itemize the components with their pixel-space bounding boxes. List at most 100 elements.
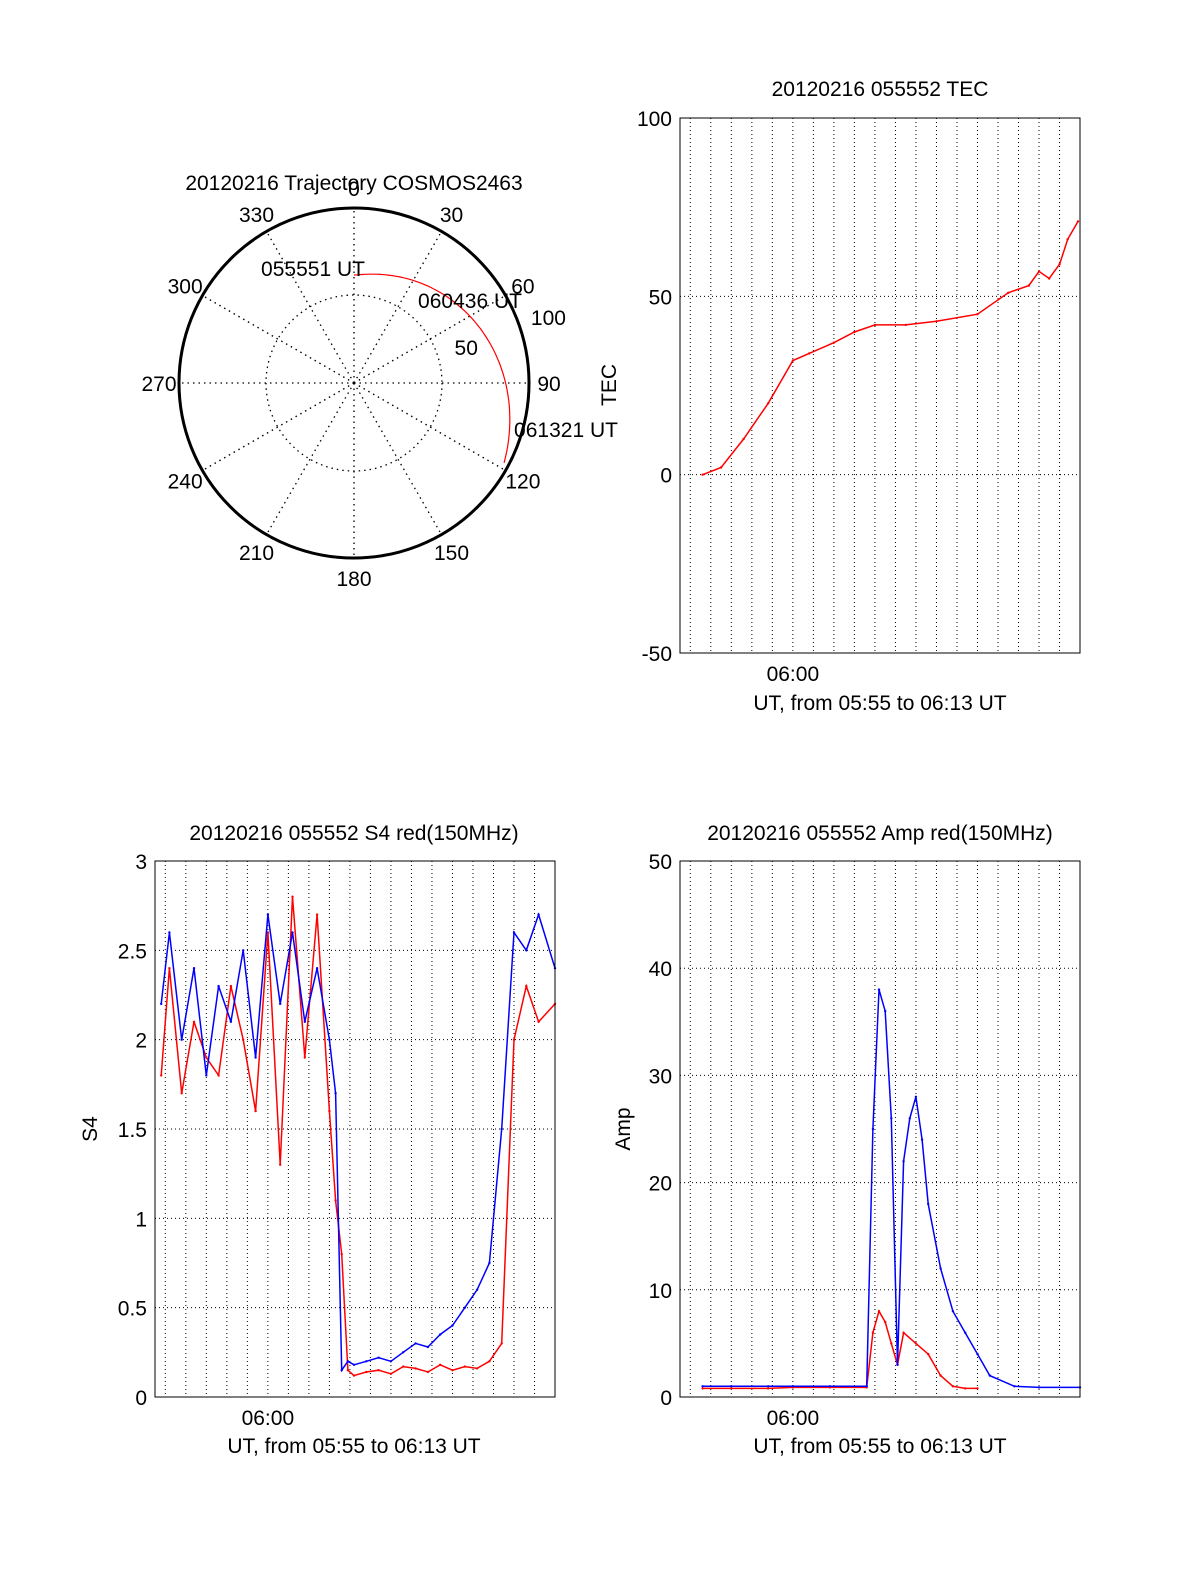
s4-y-tick-label: 2 [135, 1030, 147, 1053]
amp-data-point [964, 1387, 967, 1390]
amp-x-tick-label: 06:00 [767, 1407, 820, 1430]
polar-grid [179, 208, 529, 558]
tec-data-point [1058, 263, 1061, 266]
elevation-ring-label: 50 [455, 337, 478, 360]
amp-y-tick-label: 0 [660, 1387, 672, 1410]
amp-data-point [767, 1385, 770, 1388]
s4-data-point [340, 1252, 343, 1256]
trajectory-time-label: 060436 UT [418, 290, 522, 313]
amp-data-point [890, 1117, 893, 1120]
trajectory-time-label: 061321 UT [514, 419, 618, 442]
tec-data-point [853, 330, 856, 334]
trajectory-line [353, 273, 511, 463]
s4-data-point [463, 1306, 466, 1309]
polar-azimuth-labels: 0 30 60 90 120 150 180 210 240 270 300 330 [141, 178, 560, 591]
s4-data-point [328, 1109, 331, 1113]
amp-data-point [767, 1387, 770, 1390]
s4-data-point [512, 1038, 516, 1041]
s4-data-point [229, 984, 233, 988]
tec-data-point [832, 341, 835, 344]
polar-inner-ring [265, 294, 443, 472]
tec-data-point [935, 320, 938, 323]
azimuth-tick-label: 60 [511, 276, 534, 299]
s4-y-tick-label: 0 [135, 1387, 147, 1410]
s4-data-point [315, 967, 319, 970]
polar-ring-labels: 50 100 [455, 307, 566, 360]
s4-data-point [414, 1367, 417, 1370]
amp-data-point [865, 1385, 868, 1388]
s4-data-point [488, 1261, 491, 1265]
amp-series [701, 988, 1082, 1390]
amp-data-point [920, 1138, 924, 1141]
s4-title: 20120216 055552 S4 red(150MHz) [189, 822, 518, 845]
azimuth-tick-label: 30 [440, 204, 463, 227]
tec-series [701, 220, 1080, 476]
s4-x-axis-label: UT, from 05:55 to 06:13 UT [227, 1435, 480, 1458]
tec-y-axis-label: TEC [598, 364, 621, 406]
azimuth-tick-label: 150 [434, 542, 469, 565]
amp-data-point [701, 1385, 704, 1388]
s4-data-point [500, 1127, 503, 1131]
s4-data-point [180, 1038, 183, 1041]
azimuth-tick-label: 330 [239, 204, 274, 227]
s4-data-point [488, 1360, 491, 1363]
amp-data-point [939, 1267, 942, 1270]
s4-data-point [303, 1056, 306, 1059]
s4-grid [155, 861, 555, 1397]
polar-title: 20120216 Trajectory COSMOS2463 [185, 172, 522, 195]
amp-data-point [927, 1352, 930, 1356]
s4-data-point [537, 1020, 540, 1023]
amp-data-point [964, 1331, 967, 1334]
s4-data-point [346, 1360, 350, 1363]
s4-data-point [365, 1360, 368, 1363]
amp-data-point [877, 1310, 881, 1313]
amp-data-point [951, 1310, 955, 1313]
s4-data-point [463, 1365, 466, 1368]
amp-data-point [914, 1095, 918, 1099]
s4-data-point [352, 1374, 356, 1377]
s4-data-point [377, 1369, 380, 1372]
amp-data-point [890, 1342, 893, 1345]
s4-data-point [266, 913, 270, 916]
amp-data-point [914, 1342, 918, 1345]
elevation-ring-label: 100 [531, 307, 566, 330]
amp-data-point [1013, 1385, 1016, 1388]
polar-outer-ring [177, 206, 531, 560]
s4-data-point [402, 1351, 405, 1354]
s4-data-point [291, 895, 294, 898]
s4-data-point [205, 1074, 208, 1077]
polar-trajectory-panel: 20120216 Trajectory COSMOS2463 50 100 0 30… [141, 172, 618, 591]
amp-data-point [976, 1352, 979, 1356]
amp-series-line [702, 1309, 978, 1390]
azimuth-tick-label: 90 [537, 373, 560, 396]
s4-data-point [512, 931, 516, 934]
s4-data-point [537, 913, 540, 916]
s4-data-point [389, 1360, 393, 1363]
amp-data-point [988, 1374, 991, 1377]
amp-data-point [791, 1385, 795, 1388]
s4-data-point [334, 1092, 337, 1095]
s4-data-point [352, 1363, 356, 1367]
amp-data-point [902, 1160, 905, 1163]
s4-data-point [475, 1288, 479, 1292]
s4-ticks: 0 0.5 1 1.5 2 2.5 3 06:00 [118, 851, 294, 1430]
s4-data-point [168, 931, 171, 934]
s4-y-tick-label: 2.5 [118, 940, 147, 963]
amp-data-point [976, 1387, 979, 1390]
tec-data-point [904, 323, 907, 327]
amp-y-tick-label: 50 [649, 851, 672, 874]
s4-data-point [451, 1369, 454, 1372]
amp-data-point [927, 1202, 930, 1206]
azimuth-tick-label: 0 [348, 178, 360, 201]
amp-data-point [730, 1387, 733, 1390]
tec-data-point [873, 323, 877, 327]
amp-data-point [1037, 1386, 1041, 1389]
s4-data-point [334, 1199, 337, 1202]
s4-data-point [205, 1056, 208, 1059]
s4-data-point [168, 967, 171, 970]
s4-x-tick-label: 06:00 [242, 1407, 295, 1430]
s4-data-point [279, 1002, 282, 1006]
tec-plot-frame [679, 117, 1081, 654]
s4-data-point [340, 1369, 343, 1372]
amp-ticks: 0 10 20 30 40 50 06:00 [649, 851, 820, 1430]
